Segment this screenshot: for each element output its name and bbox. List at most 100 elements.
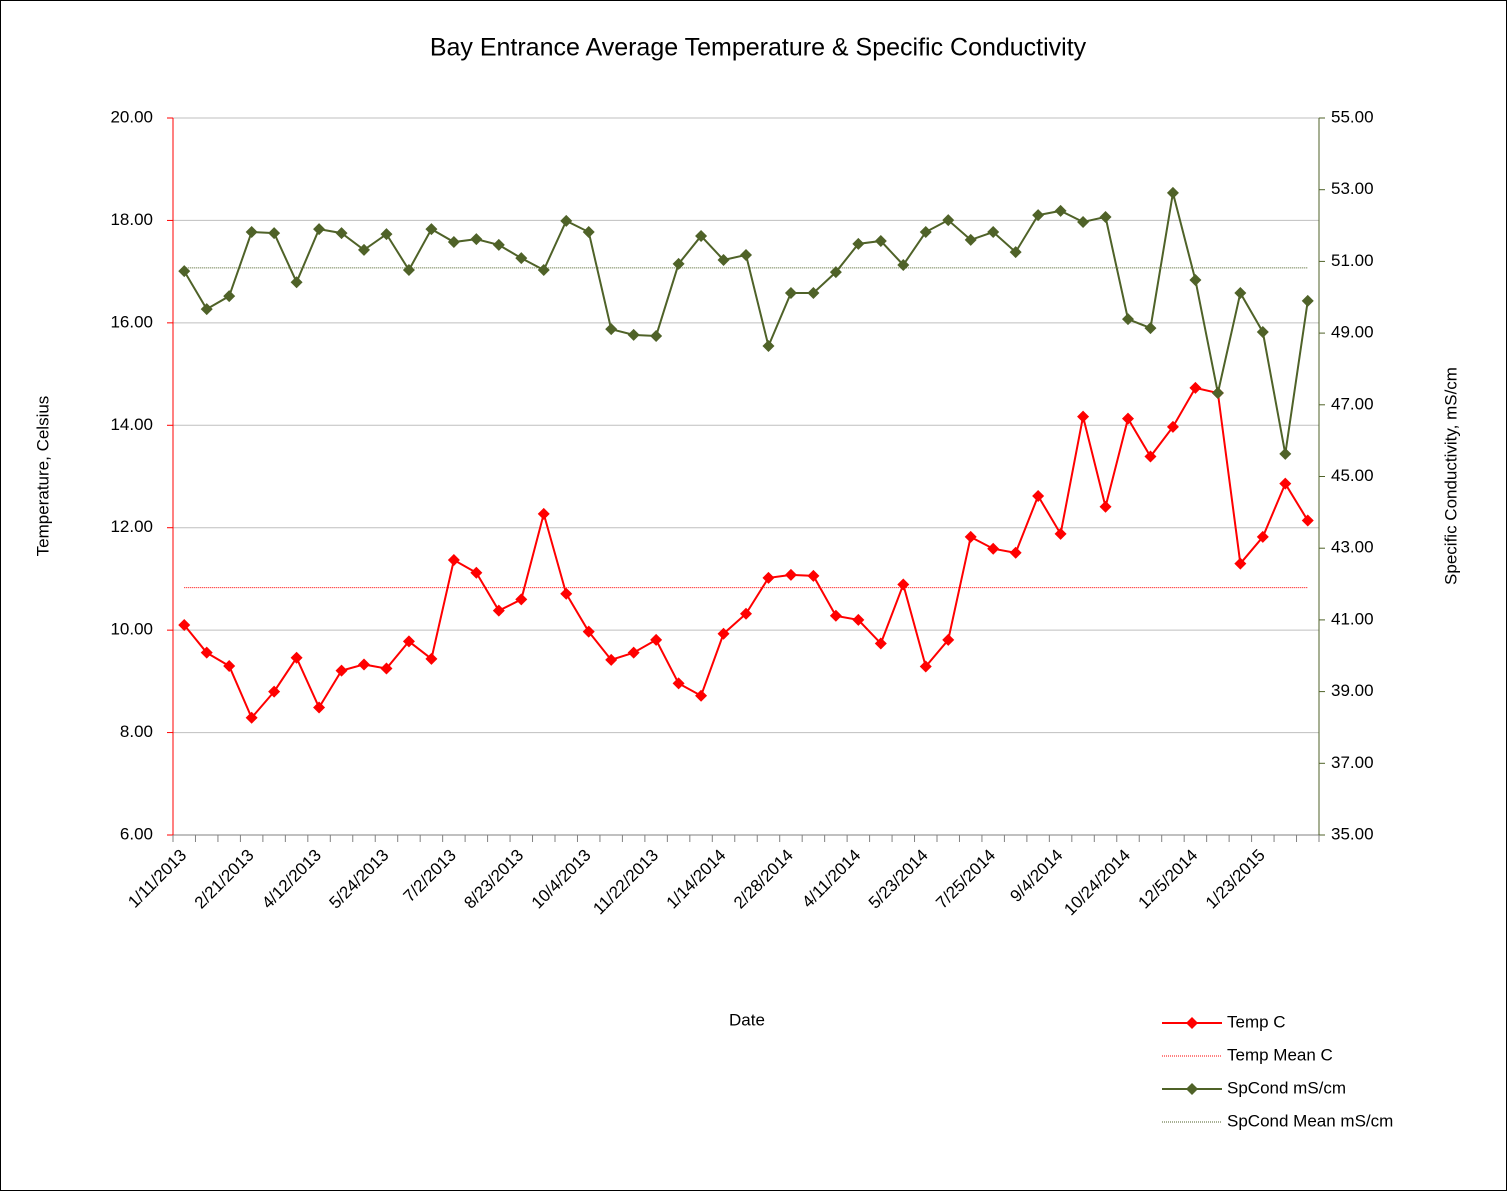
data-point [695, 229, 708, 242]
data-point [1166, 186, 1179, 199]
data-point [762, 571, 775, 584]
data-point [740, 248, 752, 261]
data-point [784, 568, 797, 581]
y-axis-title: Temperature, Celsius [33, 396, 52, 557]
data-point [987, 542, 1000, 555]
data-point [1301, 514, 1314, 527]
data-point [380, 228, 393, 241]
data-point [964, 233, 977, 246]
legend-label: Temp Mean C [1227, 1045, 1333, 1064]
data-point [1234, 557, 1247, 570]
y-tick-label: 16.00 [110, 312, 153, 331]
data-point [740, 607, 752, 620]
data-point [515, 252, 528, 265]
data-point [245, 226, 258, 239]
y-tick-label: 6.00 [120, 824, 153, 843]
data-point [627, 328, 640, 341]
y2-tick-label: 41.00 [1331, 609, 1374, 628]
data-point [358, 243, 370, 256]
data-point [402, 635, 415, 648]
y-tick-label: 10.00 [110, 620, 153, 639]
data-point [717, 627, 730, 640]
data-point [784, 286, 797, 299]
data-point [919, 226, 932, 239]
data-point [582, 625, 595, 638]
data-point [268, 685, 281, 698]
data-point [1009, 246, 1022, 259]
data-point [987, 226, 1000, 239]
data-point [515, 593, 528, 606]
data-point [942, 633, 955, 646]
data-point [178, 619, 191, 632]
data-point [447, 236, 460, 249]
data-point [447, 553, 460, 566]
data-point [537, 264, 550, 277]
data-point [1054, 204, 1067, 217]
y2-tick-label: 53.00 [1331, 179, 1374, 198]
data-point [1166, 420, 1179, 433]
data-point [829, 266, 842, 279]
y2-tick-label: 35.00 [1331, 824, 1374, 843]
y2-axis-title: Specific Conductivity, mS/cm [1441, 367, 1460, 585]
legend-marker [1186, 1017, 1198, 1029]
data-point [1279, 477, 1292, 490]
data-point [290, 276, 303, 289]
data-point [492, 238, 505, 251]
y2-tick-label: 43.00 [1331, 538, 1374, 557]
data-point [335, 664, 348, 677]
data-point [695, 689, 708, 702]
data-point [1211, 386, 1224, 399]
x-axis-title: Date [729, 1010, 765, 1029]
data-point [582, 226, 595, 239]
data-point [223, 290, 236, 303]
data-point [380, 662, 393, 675]
data-point [200, 303, 213, 316]
data-point [313, 223, 326, 236]
data-point [492, 604, 505, 617]
legend-marker [1186, 1083, 1198, 1095]
data-point [1279, 447, 1292, 460]
data-point [807, 569, 820, 582]
data-point [1144, 450, 1157, 463]
y-tick-label: 8.00 [120, 722, 153, 741]
legend-label: SpCond mS/cm [1227, 1078, 1346, 1097]
y2-tick-label: 49.00 [1331, 323, 1374, 342]
data-point [1032, 209, 1045, 222]
data-point [874, 637, 887, 650]
data-point [1077, 410, 1090, 423]
data-point [1099, 210, 1112, 223]
data-point [852, 237, 865, 250]
data-point [245, 711, 258, 724]
data-point [829, 609, 842, 622]
data-point [313, 701, 326, 714]
y2-tick-label: 45.00 [1331, 466, 1374, 485]
data-point [290, 651, 303, 664]
data-point [560, 587, 573, 600]
data-point [1054, 527, 1067, 540]
data-point [605, 323, 618, 336]
data-point [1256, 326, 1269, 339]
legend-label: Temp C [1227, 1012, 1286, 1031]
data-point [1099, 500, 1112, 513]
data-point [1256, 530, 1269, 543]
data-point [672, 257, 685, 270]
data-point [470, 566, 483, 579]
y-tick-label: 20.00 [110, 107, 153, 126]
data-point [874, 234, 887, 247]
data-point [762, 340, 775, 353]
legend-label: SpCond Mean mS/cm [1227, 1111, 1393, 1130]
data-point [1122, 412, 1134, 425]
data-point [223, 659, 236, 672]
data-point [672, 677, 685, 690]
data-point [537, 507, 550, 520]
data-point [1009, 546, 1022, 559]
data-point [425, 652, 438, 665]
data-point [1032, 489, 1045, 502]
data-point [358, 658, 370, 671]
y-tick-label: 12.00 [110, 517, 153, 536]
data-point [1144, 322, 1157, 335]
y-tick-label: 14.00 [110, 415, 153, 434]
data-point [560, 214, 573, 227]
